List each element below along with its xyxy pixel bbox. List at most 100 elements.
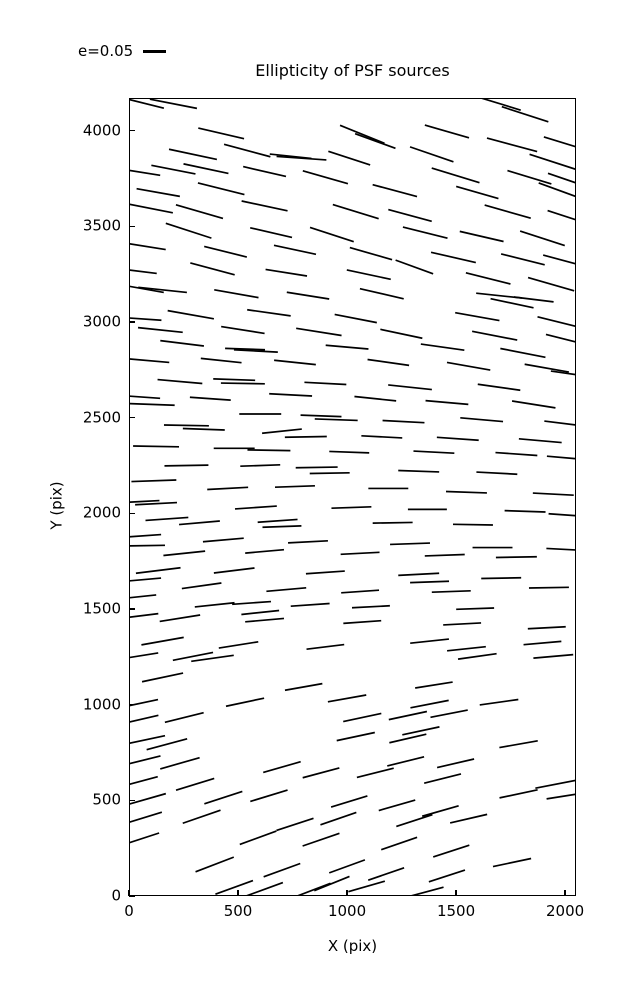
whisker bbox=[213, 567, 255, 574]
whisker bbox=[431, 167, 480, 184]
whisker bbox=[249, 226, 293, 239]
whisker bbox=[266, 586, 307, 593]
whisker bbox=[340, 551, 380, 556]
whisker bbox=[130, 612, 159, 618]
whisker bbox=[297, 882, 331, 895]
whisker bbox=[223, 143, 271, 158]
whisker bbox=[452, 523, 493, 526]
whisker bbox=[546, 547, 575, 551]
whisker bbox=[547, 209, 575, 221]
whisker bbox=[202, 537, 244, 543]
whisker bbox=[348, 880, 386, 893]
whisker bbox=[197, 182, 245, 196]
whisker bbox=[130, 792, 167, 805]
whisker bbox=[367, 867, 405, 881]
y-tick-label: 2500 bbox=[82, 408, 121, 427]
y-tick-mark bbox=[129, 895, 135, 897]
whisker bbox=[495, 451, 538, 457]
whisker bbox=[402, 226, 448, 240]
whisker bbox=[146, 737, 188, 751]
x-tick-mark bbox=[237, 890, 239, 896]
whisker bbox=[198, 127, 245, 140]
whisker bbox=[546, 793, 575, 800]
whisker bbox=[424, 124, 470, 139]
whisker bbox=[130, 358, 170, 364]
whisker bbox=[131, 479, 177, 483]
whisker bbox=[276, 817, 314, 832]
whisker bbox=[246, 881, 284, 895]
whisker bbox=[234, 505, 277, 510]
whisker bbox=[420, 343, 465, 352]
whisker bbox=[305, 570, 345, 575]
whisker bbox=[163, 550, 206, 557]
whisker bbox=[130, 533, 162, 538]
ellipticity-key-label: e=0.05 bbox=[78, 42, 134, 60]
whisker bbox=[265, 268, 308, 277]
whisker bbox=[195, 856, 235, 873]
whisker bbox=[372, 183, 418, 198]
y-tick-mark bbox=[129, 129, 135, 132]
whisker bbox=[460, 416, 504, 423]
whisker bbox=[207, 486, 249, 491]
whisker bbox=[388, 710, 428, 721]
whisker bbox=[537, 315, 575, 328]
whisker bbox=[395, 259, 434, 275]
whisker bbox=[242, 165, 287, 178]
whisker bbox=[388, 208, 432, 223]
whisker bbox=[367, 358, 410, 367]
y-tick-mark bbox=[129, 321, 135, 323]
whisker bbox=[396, 813, 433, 828]
whisker bbox=[257, 518, 298, 524]
whisker bbox=[495, 555, 537, 559]
whisker bbox=[492, 857, 532, 868]
whisker bbox=[428, 869, 466, 883]
x-tick-label: 1500 bbox=[436, 902, 476, 920]
whisker bbox=[380, 836, 418, 851]
whisker bbox=[239, 830, 277, 846]
whisker bbox=[339, 124, 385, 145]
whisker bbox=[130, 203, 174, 214]
whisker bbox=[411, 886, 444, 895]
whisker bbox=[168, 148, 218, 161]
whisker bbox=[137, 326, 183, 334]
whisker bbox=[245, 548, 285, 554]
whisker bbox=[390, 542, 431, 546]
ellipticity-key: e=0.05 bbox=[78, 42, 167, 60]
whisker bbox=[507, 169, 552, 185]
whisker bbox=[349, 246, 393, 261]
whisker bbox=[481, 99, 521, 111]
whisker bbox=[215, 879, 254, 895]
whisker bbox=[163, 424, 209, 427]
x-tick-label: 1000 bbox=[327, 902, 367, 920]
whisker bbox=[471, 330, 518, 341]
whisker bbox=[445, 490, 487, 494]
whisker bbox=[476, 471, 518, 476]
whisker bbox=[314, 418, 358, 422]
whisker bbox=[220, 382, 265, 385]
whisker bbox=[547, 172, 575, 184]
whisker bbox=[241, 200, 288, 212]
whisker bbox=[133, 445, 180, 448]
whisker bbox=[130, 714, 159, 723]
whisker bbox=[200, 357, 242, 364]
y-tick-label: 1500 bbox=[82, 599, 121, 618]
whisker bbox=[183, 163, 229, 175]
whisker bbox=[182, 809, 221, 825]
whisker bbox=[175, 777, 215, 791]
whisker bbox=[313, 875, 350, 892]
whisker bbox=[484, 204, 531, 220]
x-axis-label: X (pix) bbox=[327, 937, 378, 955]
whisker bbox=[499, 788, 538, 799]
whisker bbox=[529, 153, 575, 170]
whisker bbox=[402, 726, 440, 736]
whisker bbox=[513, 296, 554, 303]
whisker bbox=[504, 509, 546, 513]
whisker bbox=[410, 638, 450, 645]
whisker bbox=[449, 813, 488, 824]
whisker bbox=[500, 347, 546, 359]
whisker bbox=[225, 347, 266, 351]
whisker bbox=[164, 711, 204, 724]
whisker bbox=[178, 520, 220, 526]
y-tick-mark bbox=[129, 608, 135, 610]
